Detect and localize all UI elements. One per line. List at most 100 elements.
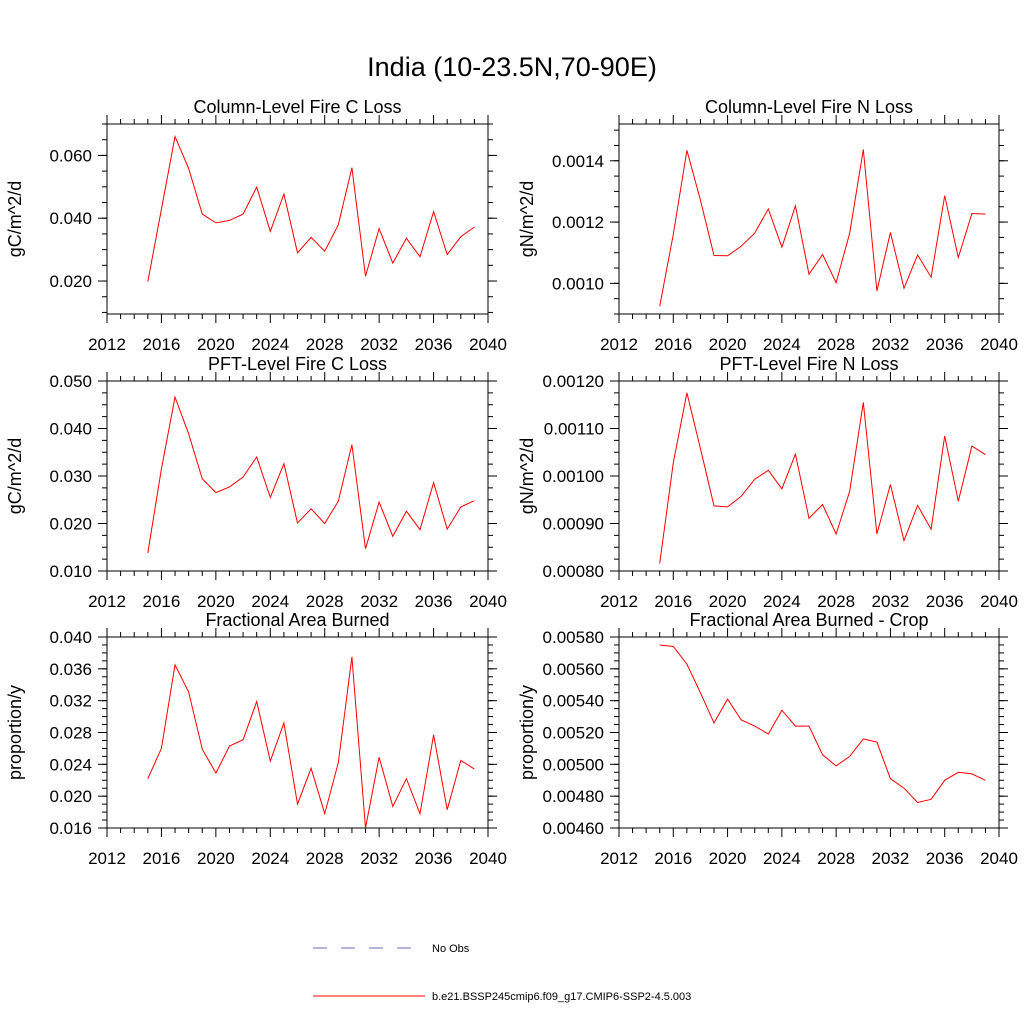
- panel-3: PFT-Level Fire N Loss gN/m^2/d 2012 2016 202…: [517, 354, 1018, 611]
- y-tick-label: 0.0014: [552, 152, 604, 171]
- x-tick-label: 2028: [306, 592, 344, 611]
- y-tick-label: 0.00100: [543, 467, 604, 486]
- x-tick-label: 2012: [600, 849, 638, 868]
- x-tick-label: 2012: [88, 592, 126, 611]
- x-tick-label: 2020: [709, 592, 747, 611]
- x-tick-label: 2032: [360, 335, 398, 354]
- y-tick-label: 0.00110: [544, 420, 604, 439]
- panel-0: Column-Level Fire C Loss gC/m^2/d 2012 2016…: [5, 97, 507, 354]
- x-tick-label: 2016: [143, 335, 181, 354]
- y-axis-label: proportion/y: [517, 685, 537, 780]
- x-tick-label: 2024: [251, 849, 289, 868]
- panel-title: PFT-Level Fire C Loss: [208, 354, 387, 374]
- y-tick-label: 0.0010: [552, 274, 604, 293]
- y-axis-label: gC/m^2/d: [5, 438, 25, 514]
- plot-frame: [106, 123, 489, 315]
- figure-title: India (10-23.5N,70-90E): [367, 52, 657, 82]
- x-tick-label: 2016: [654, 592, 692, 611]
- y-tick-label: 0.0012: [552, 213, 604, 232]
- x-tick-label: 2036: [415, 335, 453, 354]
- panel-2: PFT-Level Fire C Loss gC/m^2/d 2012 2016 202…: [5, 354, 507, 611]
- x-tick-label: 2040: [469, 592, 507, 611]
- x-tick-label: 2032: [360, 592, 398, 611]
- series-line-0: [147, 134, 475, 282]
- x-tick-label: 2024: [763, 849, 801, 868]
- x-tick-label: 2028: [306, 849, 344, 868]
- panel-title: PFT-Level Fire N Loss: [719, 354, 898, 374]
- x-tick-label: 2040: [469, 849, 507, 868]
- y-tick-label: 0.040: [49, 209, 92, 228]
- y-tick-label: 0.00560: [543, 660, 604, 679]
- x-tick-label: 2016: [143, 849, 181, 868]
- x-tick-label: 2016: [143, 592, 181, 611]
- y-tick-label: 0.020: [49, 515, 92, 534]
- x-tick-label: 2040: [980, 335, 1018, 354]
- x-tick-label: 2028: [306, 335, 344, 354]
- x-tick-label: 2036: [415, 592, 453, 611]
- x-tick-label: 2012: [88, 849, 126, 868]
- series-line-0: [147, 656, 475, 829]
- y-axis-label: proportion/y: [5, 685, 25, 780]
- y-tick-label: 0.028: [49, 724, 92, 743]
- x-tick-label: 2020: [197, 335, 235, 354]
- y-tick-label: 0.016: [49, 819, 92, 838]
- x-tick-label: 2024: [251, 592, 289, 611]
- y-tick-label: 0.040: [49, 628, 92, 647]
- legend-label-model: b.e21.BSSP245cmip6.f09_g17.CMIP6-SSP2-4.…: [432, 991, 691, 1003]
- y-tick-label: 0.020: [49, 272, 92, 291]
- x-tick-label: 2040: [980, 849, 1018, 868]
- y-tick-label: 0.020: [49, 787, 92, 806]
- y-tick-label: 0.00540: [543, 692, 604, 711]
- x-tick-label: 2040: [469, 335, 507, 354]
- x-tick-label: 2012: [600, 335, 638, 354]
- y-tick-label: 0.00480: [543, 787, 604, 806]
- x-tick-label: 2036: [926, 849, 964, 868]
- x-tick-label: 2028: [817, 849, 855, 868]
- y-tick-label: 0.060: [49, 146, 92, 165]
- y-axis-label: gC/m^2/d: [5, 181, 25, 257]
- x-tick-label: 2024: [763, 335, 801, 354]
- plot-frame: [618, 636, 1000, 829]
- series-line-0: [659, 149, 986, 307]
- x-tick-label: 2032: [360, 849, 398, 868]
- y-axis-label: gN/m^2/d: [517, 438, 537, 514]
- x-tick-label: 2020: [709, 849, 747, 868]
- y-tick-label: 0.024: [49, 755, 92, 774]
- y-tick-label: 0.00520: [543, 724, 604, 743]
- panel-title: Column-Level Fire N Loss: [705, 97, 913, 117]
- panel-title: Fractional Area Burned - Crop: [689, 610, 928, 630]
- x-tick-label: 2028: [817, 335, 855, 354]
- x-tick-label: 2036: [926, 335, 964, 354]
- y-tick-label: 0.00500: [543, 755, 604, 774]
- y-tick-label: 0.00120: [543, 372, 604, 391]
- plot-frame: [618, 380, 1000, 572]
- y-tick-label: 0.00460: [543, 819, 604, 838]
- y-tick-label: 0.00580: [543, 628, 604, 647]
- series-line-0: [659, 644, 986, 804]
- series-line-0: [659, 392, 986, 564]
- x-tick-label: 2016: [654, 849, 692, 868]
- x-tick-label: 2012: [88, 335, 126, 354]
- x-tick-label: 2032: [872, 849, 910, 868]
- panel-5: Fractional Area Burned - Crop proportion/…: [517, 610, 1018, 868]
- x-tick-label: 2032: [872, 335, 910, 354]
- series-line-0: [147, 395, 475, 554]
- x-tick-label: 2024: [251, 335, 289, 354]
- x-tick-label: 2016: [654, 335, 692, 354]
- y-tick-label: 0.00080: [543, 562, 604, 581]
- y-tick-label: 0.040: [49, 420, 92, 439]
- x-tick-label: 2036: [926, 592, 964, 611]
- x-tick-label: 2012: [600, 592, 638, 611]
- x-tick-label: 2024: [763, 592, 801, 611]
- panel-1: Column-Level Fire N Loss gN/m^2/d 2012 2016…: [517, 97, 1018, 354]
- panel-title: Fractional Area Burned: [205, 610, 389, 630]
- panels: Column-Level Fire C Loss gC/m^2/d 2012 2016…: [5, 97, 1018, 868]
- x-tick-label: 2032: [872, 592, 910, 611]
- y-tick-label: 0.010: [49, 562, 92, 581]
- x-tick-label: 2020: [197, 592, 235, 611]
- y-tick-label: 0.036: [49, 660, 92, 679]
- x-tick-label: 2036: [415, 849, 453, 868]
- x-tick-label: 2020: [197, 849, 235, 868]
- y-tick-label: 0.030: [49, 467, 92, 486]
- panel-title: Column-Level Fire C Loss: [193, 97, 401, 117]
